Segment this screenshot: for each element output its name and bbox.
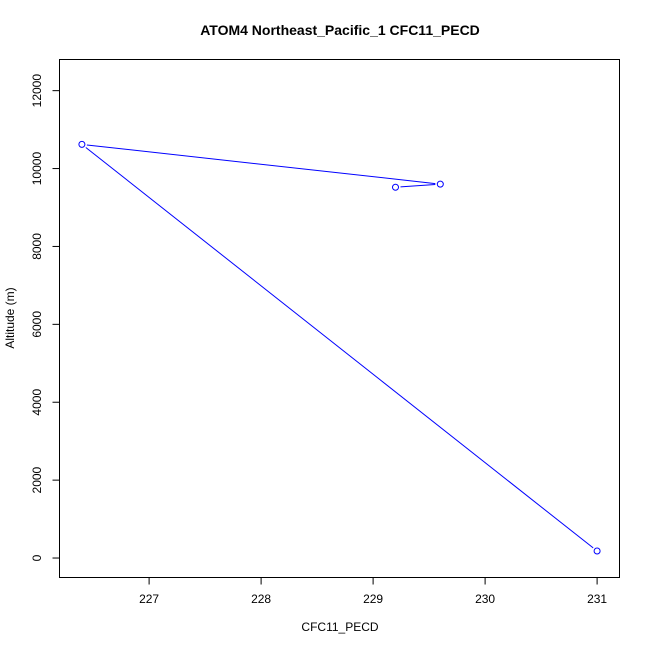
y-tick-label: 12000	[30, 74, 44, 108]
y-tick-label: 0	[30, 554, 44, 561]
y-tick-label: 6000	[30, 311, 44, 338]
data-point	[436, 180, 444, 188]
data-point	[593, 547, 601, 555]
y-tick-label: 10000	[30, 152, 44, 186]
x-tick-label: 228	[251, 592, 271, 606]
x-tick-label: 227	[139, 592, 159, 606]
y-tick-label: 2000	[30, 466, 44, 493]
plot-area-frame	[59, 59, 620, 578]
x-axis: 227 228 229 230 231	[139, 577, 607, 606]
data-point	[78, 140, 86, 148]
y-axis: 0 2000 4000 6000 8000 10000 12000	[30, 74, 60, 561]
chart-title: ATOM4 Northeast_Pacific_1 CFC11_PECD	[200, 22, 480, 38]
y-axis-label: Altitude (m)	[3, 287, 17, 348]
y-tick-label: 4000	[30, 389, 44, 416]
x-tick-label: 231	[587, 592, 607, 606]
series-layer	[78, 140, 601, 555]
data-point	[392, 183, 399, 191]
series-line-segment	[85, 147, 594, 549]
series-line-segment	[86, 144, 436, 185]
x-axis-label: CFC11_PECD	[301, 620, 378, 634]
y-tick-label: 8000	[30, 233, 44, 260]
series-line-segment	[400, 183, 436, 188]
x-tick-label: 230	[475, 592, 495, 606]
x-tick-label: 229	[363, 592, 383, 606]
